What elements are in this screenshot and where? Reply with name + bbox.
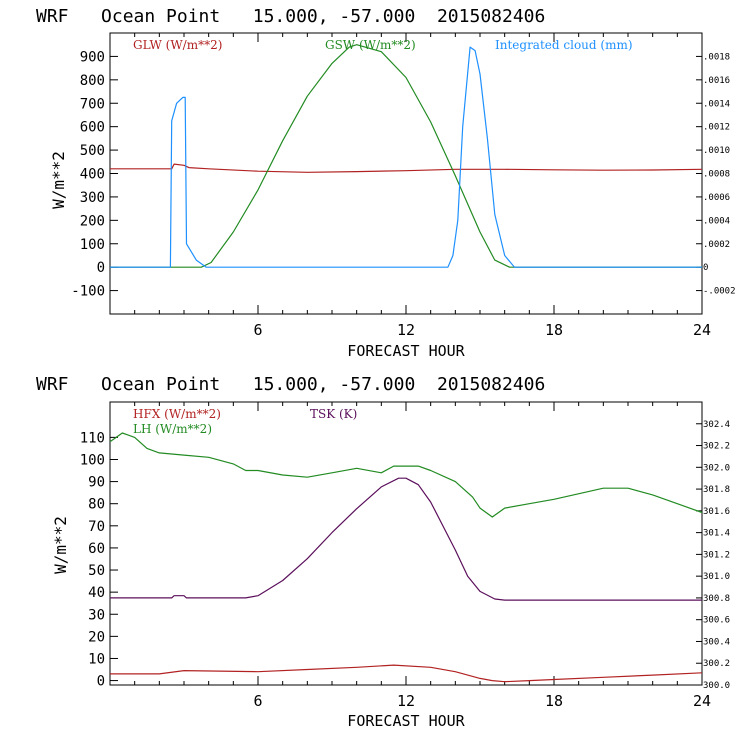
y-tick-label: 500 [80, 143, 105, 159]
y2-tick-label: 302.2 [703, 442, 730, 452]
y2-tick-label: .0018 [703, 52, 730, 62]
legend-lh: LH (W/m**2) [133, 422, 212, 436]
y2-tick-label: 300.6 [703, 616, 730, 626]
y-tick-label: 40 [88, 585, 105, 601]
y-tick-label: 80 [88, 497, 105, 513]
y2-tick-label: 302.4 [703, 420, 730, 430]
y-tick-label: 90 [88, 475, 105, 491]
x-tick-label: 12 [397, 692, 415, 710]
legend-cloud: Integrated cloud (mm) [495, 38, 633, 52]
x-tick-label: 6 [253, 692, 262, 710]
y-tick-label: 20 [88, 629, 105, 645]
ylabel-bottom: W/m**2 [51, 516, 70, 574]
y2-tick-label: .0014 [703, 99, 730, 109]
y2-tick-label: .0016 [703, 76, 730, 86]
y2-tick-label: .0008 [703, 170, 730, 180]
y-tick-label: 700 [80, 96, 105, 112]
xlabel-top: FORECAST HOUR [347, 342, 465, 360]
plot-frame-top [109, 32, 703, 315]
y2-tick-label: .0004 [703, 216, 730, 226]
y-tick-label: 70 [88, 519, 105, 535]
y2-tick-label: 300.2 [703, 659, 730, 669]
series-line-1-0 [110, 664, 703, 683]
series-lines-top [110, 44, 703, 268]
series-lines-bottom [109, 432, 703, 683]
series-line-1-2 [110, 477, 702, 601]
y-tick-label: 110 [80, 430, 105, 446]
xlabel-bottom: FORECAST HOUR [347, 712, 465, 730]
x-tick-label: 18 [545, 692, 563, 710]
y2-tick-label: 300.0 [703, 681, 730, 691]
y2-tick-label: 302.0 [703, 463, 730, 473]
x-tick-label: 6 [253, 321, 262, 339]
y2-tick-label: 300.8 [703, 594, 730, 604]
legend-tsk: TSK (K) [310, 407, 357, 421]
x-tick-label: 12 [397, 321, 415, 339]
y2-tick-label: .0012 [703, 123, 730, 133]
panel-bottom: WRF Ocean Point 15.000, -57.000 20150824… [36, 374, 730, 730]
y2-tick-label: 0 [703, 263, 708, 273]
y-tick-label: 10 [88, 651, 105, 667]
y-tick-label: 0 [97, 674, 105, 690]
y-tick-label: 0 [97, 260, 105, 276]
y2-tick-label: .0006 [703, 193, 730, 203]
ylabel-top: W/m**2 [49, 151, 68, 209]
axis-ticks-top: 6 12 18 24 -100 0 100 200 300 400 500 600 700 800 900 -… [71, 33, 736, 339]
y-tick-label: 100 [80, 237, 105, 253]
legend-hfx: HFX (W/m**2) [133, 407, 221, 421]
x-tick-label: 24 [693, 692, 711, 710]
y-tick-label: 300 [80, 190, 105, 206]
y-tick-label: -100 [71, 284, 105, 300]
y2-tick-label: 301.0 [703, 572, 730, 582]
y-tick-label: 900 [80, 49, 105, 65]
y2-tick-label: .0010 [703, 146, 730, 156]
legend-glw: GLW (W/m**2) [133, 38, 222, 52]
y2-tick-label: 301.8 [703, 485, 730, 495]
y-tick-label: 600 [80, 120, 105, 136]
chart-title-top: WRF Ocean Point 15.000, -57.000 20150824… [36, 6, 545, 27]
y2-tick-label: .0002 [703, 240, 730, 250]
series-line-0-1 [110, 44, 702, 268]
y-tick-label: 60 [88, 541, 105, 557]
x-tick-label: 18 [545, 321, 563, 339]
y2-tick-label: 301.2 [703, 550, 730, 560]
axis-ticks-bottom: 6 12 18 24 0 10 20 30 40 50 60 70 80 90 100 110 300.0 300… [80, 402, 730, 710]
y-tick-label: 200 [80, 213, 105, 229]
y2-tick-label: 301.4 [703, 529, 730, 539]
plot-frame-bottom [109, 401, 703, 686]
series-line-1-1 [109, 432, 703, 518]
y-tick-label: 400 [80, 167, 105, 183]
y2-tick-label: 300.4 [703, 637, 730, 647]
series-line-0-2 [110, 46, 702, 268]
y-tick-label: 50 [88, 563, 105, 579]
y-tick-label: 800 [80, 73, 105, 89]
series-line-0-0 [110, 163, 703, 173]
legend-gsw: GSW (W/m**2) [325, 38, 416, 52]
y-tick-label: 30 [88, 607, 105, 623]
panel-top: WRF Ocean Point 15.000, -57.000 20150824… [36, 6, 736, 360]
y-tick-label: 100 [80, 452, 105, 468]
y2-tick-label: -.0002 [703, 287, 736, 297]
y2-tick-label: 301.6 [703, 507, 730, 517]
x-tick-label: 24 [693, 321, 711, 339]
chart-title-bottom: WRF Ocean Point 15.000, -57.000 20150824… [36, 374, 545, 395]
